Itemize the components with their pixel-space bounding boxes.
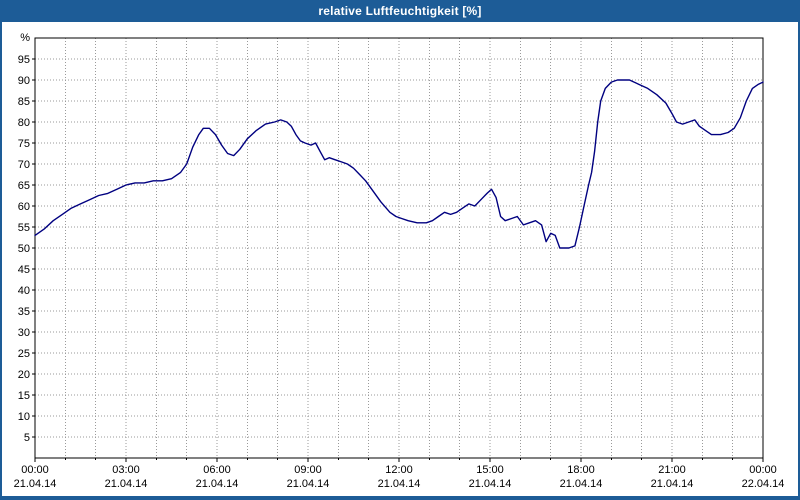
y-axis-unit-label: % bbox=[20, 32, 30, 44]
y-tick-label: 85 bbox=[18, 96, 30, 108]
x-tick-time-label: 06:00 bbox=[203, 464, 231, 476]
y-tick-label: 35 bbox=[18, 306, 30, 318]
x-tick-time-label: 03:00 bbox=[112, 464, 140, 476]
y-tick-label: 80 bbox=[18, 117, 30, 129]
x-tick-time-label: 00:00 bbox=[21, 464, 49, 476]
y-tick-label: 50 bbox=[18, 243, 30, 255]
y-tick-label: 60 bbox=[18, 201, 30, 213]
y-tick-label: 5 bbox=[24, 432, 30, 444]
x-tick-time-label: 00:00 bbox=[749, 464, 777, 476]
x-tick-date-label: 21.04.14 bbox=[105, 478, 148, 490]
y-tick-label: 70 bbox=[18, 159, 30, 171]
y-tick-label: 30 bbox=[18, 327, 30, 339]
x-tick-date-label: 21.04.14 bbox=[287, 478, 330, 490]
x-tick-time-label: 09:00 bbox=[294, 464, 322, 476]
humidity-chart-svg: 5 10 15 20 25 30 35 40 45 50 55 60 65 70 75 80 85 90 95% 00… bbox=[14, 32, 785, 490]
x-tick-time-label: 12:00 bbox=[385, 464, 413, 476]
x-tick-date-label: 21.04.14 bbox=[14, 478, 57, 490]
y-tick-label: 90 bbox=[18, 75, 30, 87]
x-tick-date-label: 21.04.14 bbox=[469, 478, 512, 490]
humidity-line bbox=[34, 79, 764, 249]
axis-frame bbox=[34, 37, 764, 459]
x-tick-date-label: 21.04.14 bbox=[560, 478, 603, 490]
x-tick-date-label: 22.04.14 bbox=[742, 478, 785, 490]
x-tick-date-label: 21.04.14 bbox=[651, 478, 694, 490]
y-tick-label: 55 bbox=[18, 222, 30, 234]
chart-title: relative Luftfeuchtigkeit [%] bbox=[318, 4, 482, 18]
y-tick-label: 15 bbox=[18, 390, 30, 402]
y-tick-label: 65 bbox=[18, 180, 30, 192]
y-tick-label: 95 bbox=[18, 54, 30, 66]
y-tick-label: 20 bbox=[18, 369, 30, 381]
x-tick-time-label: 18:00 bbox=[567, 464, 595, 476]
chart-area: 5 10 15 20 25 30 35 40 45 50 55 60 65 70 75 80 85 90 95% 00… bbox=[2, 22, 798, 496]
y-tick-label: 75 bbox=[18, 138, 30, 150]
y-tick-label: 40 bbox=[18, 285, 30, 297]
y-tick-label: 45 bbox=[18, 264, 30, 276]
x-tick-time-label: 15:00 bbox=[476, 464, 504, 476]
y-tick-label: 25 bbox=[18, 348, 30, 360]
x-tick-date-label: 21.04.14 bbox=[378, 478, 421, 490]
x-tick-time-label: 21:00 bbox=[658, 464, 686, 476]
title-bar: relative Luftfeuchtigkeit [%] bbox=[2, 0, 798, 22]
x-tick-date-label: 21.04.14 bbox=[196, 478, 239, 490]
y-tick-label: 10 bbox=[18, 411, 30, 423]
